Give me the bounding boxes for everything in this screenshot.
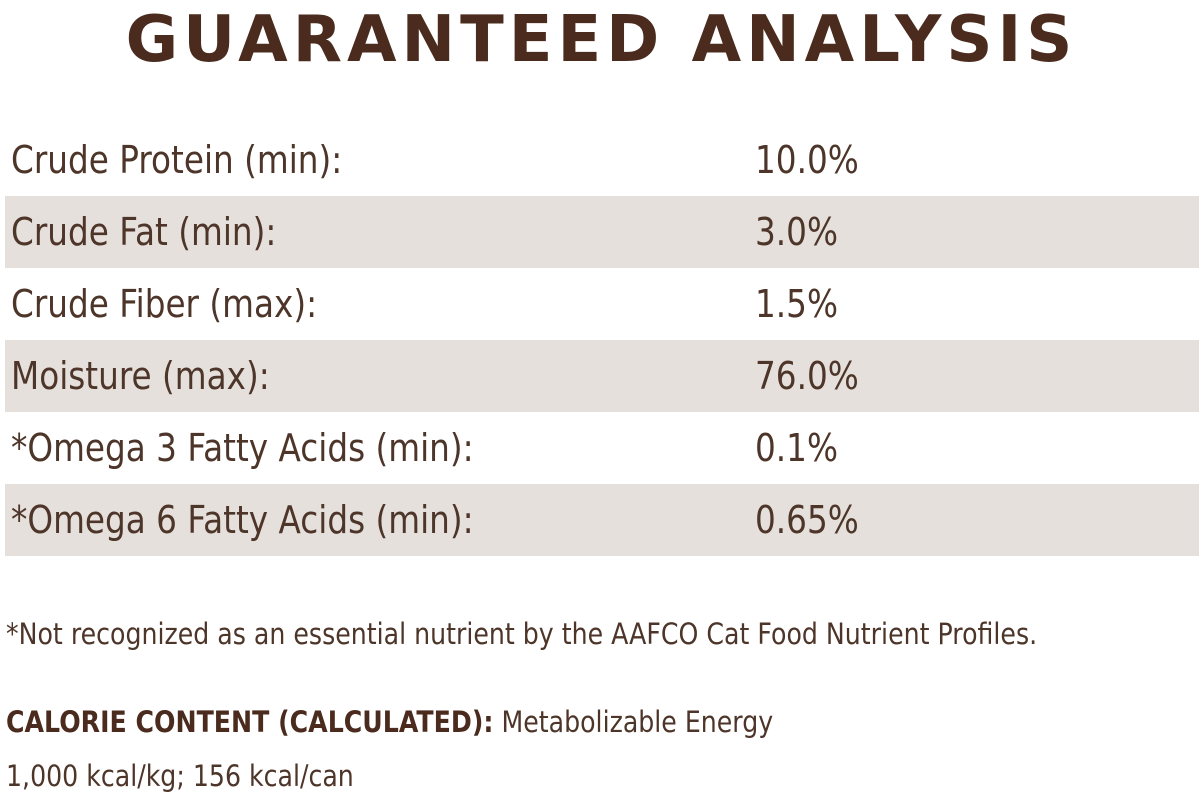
calorie-label: CALORIE CONTENT (CALCULATED): [6, 705, 494, 739]
analysis-label: Crude Fat (min): [11, 210, 277, 254]
analysis-value: 0.1% [755, 426, 839, 470]
analysis-table: Crude Protein (min): 10.0% Crude Fat (mi… [5, 124, 1199, 556]
analysis-row-crude-protein: Crude Protein (min): 10.0% [5, 124, 1199, 196]
analysis-label: Crude Fiber (max): [11, 282, 318, 326]
footnote: *Not recognized as an essential nutrient… [6, 617, 1038, 651]
analysis-value: 76.0% [755, 354, 859, 398]
calorie-values: 1,000 kcal/kg; 156 kcal/can [6, 759, 354, 793]
analysis-label: Crude Protein (min): [11, 138, 343, 182]
analysis-label: *Omega 6 Fatty Acids (min): [11, 498, 474, 542]
analysis-value: 1.5% [755, 282, 839, 326]
analysis-row-moisture: Moisture (max): 76.0% [5, 340, 1199, 412]
analysis-row-crude-fat: Crude Fat (min): 3.0% [5, 196, 1199, 268]
analysis-value: 3.0% [755, 210, 839, 254]
analysis-label: Moisture (max): [11, 354, 270, 398]
analysis-value: 10.0% [755, 138, 859, 182]
analysis-row-omega-3: *Omega 3 Fatty Acids (min): 0.1% [5, 412, 1199, 484]
calorie-content: CALORIE CONTENT (CALCULATED): Metaboliza… [6, 700, 773, 744]
page-title: GUARANTEED ANALYSIS [125, 3, 1078, 77]
analysis-label: *Omega 3 Fatty Acids (min): [11, 426, 474, 470]
calorie-text: Metabolizable Energy [493, 705, 774, 739]
analysis-value: 0.65% [755, 498, 859, 542]
analysis-row-crude-fiber: Crude Fiber (max): 1.5% [5, 268, 1199, 340]
analysis-row-omega-6: *Omega 6 Fatty Acids (min): 0.65% [5, 484, 1199, 556]
